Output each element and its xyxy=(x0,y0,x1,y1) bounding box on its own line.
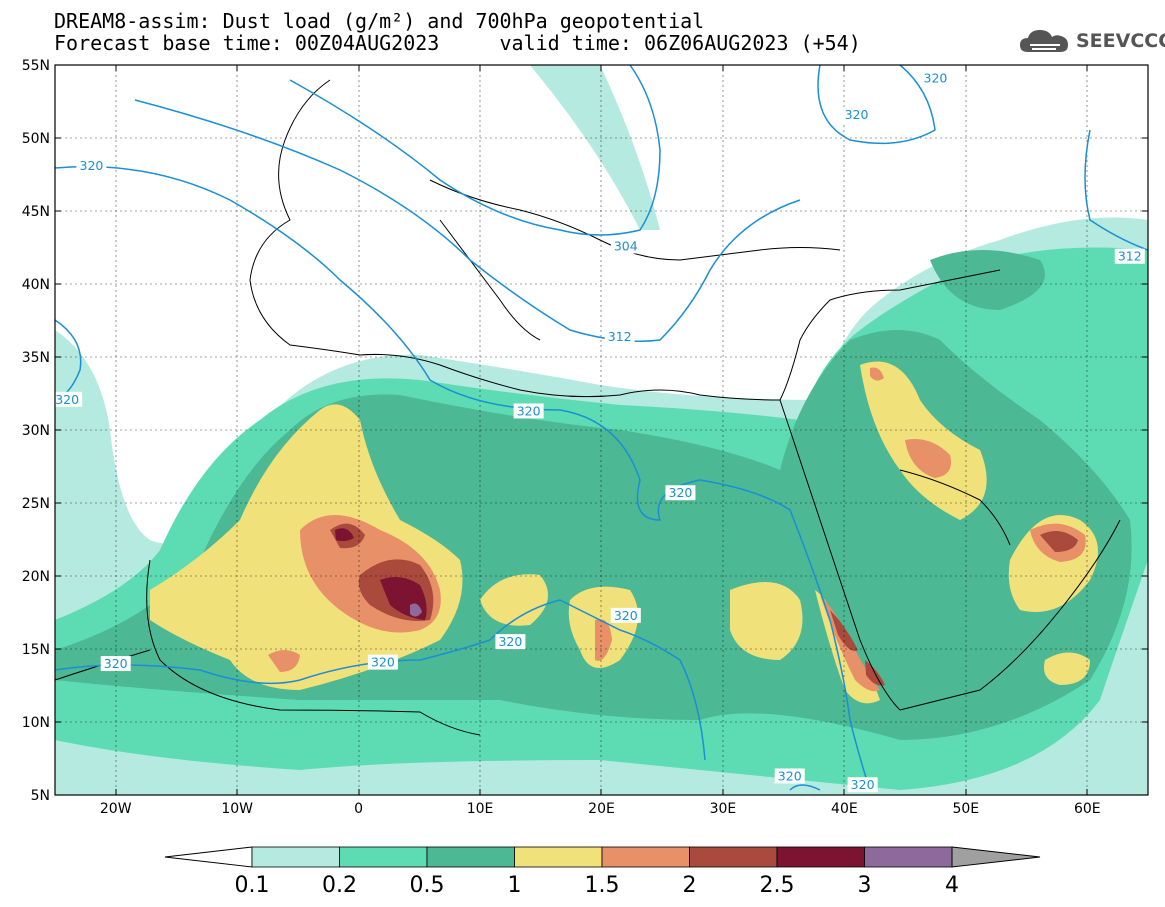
lat-label: 30N xyxy=(22,423,50,439)
svg-text:320: 320 xyxy=(845,107,869,122)
lat-label: 40N xyxy=(22,277,50,293)
svg-text:320: 320 xyxy=(517,403,541,418)
lon-label: 20E xyxy=(588,801,615,817)
contour-label: 320 xyxy=(841,107,872,123)
contour-label-group: 320 320 320 304 312 312 320 320 320 320 320 320 320 3… xyxy=(55,70,1145,793)
svg-text:320: 320 xyxy=(851,777,875,792)
colorbar-segment xyxy=(426,846,515,868)
colorbar-label: 4 xyxy=(945,873,959,898)
lon-label: 20W xyxy=(100,801,132,817)
svg-text:304: 304 xyxy=(614,239,638,254)
colorbar-label: 2 xyxy=(683,873,697,898)
colorbar-label: 0.2 xyxy=(322,873,357,898)
lat-label: 45N xyxy=(22,204,50,220)
colorbar-label: 0.1 xyxy=(235,873,270,898)
colorbar-label: 2.5 xyxy=(760,873,795,898)
lon-axis-labels: 20W 10W 0 10E 20E 30E 40E 50E 60E xyxy=(100,801,1101,817)
lat-label: 55N xyxy=(22,58,50,74)
contour-label: 320 xyxy=(610,607,641,623)
dust-load-fields: 320 320 320 304 312 312 320 320 320 320 320 320 320 3… xyxy=(55,65,1148,795)
dust-level-3 xyxy=(410,603,422,617)
colorbar-label: 3 xyxy=(858,873,872,898)
svg-text:312: 312 xyxy=(1118,249,1142,264)
svg-text:312: 312 xyxy=(608,329,632,344)
contour-label: 320 xyxy=(495,634,526,650)
contour-label: 320 xyxy=(847,777,878,793)
colorbar-segment xyxy=(689,846,778,868)
lat-axis-labels: 5N 10N 15N 20N 25N 30N 35N 40N 45N 50N 55N xyxy=(22,58,50,804)
axis-ticks xyxy=(55,65,1148,795)
colorbar: 0.1 0.2 0.5 1 1.5 2 2.5 3 4 xyxy=(164,846,1041,898)
contour-label: 320 xyxy=(513,403,544,419)
svg-text:320: 320 xyxy=(924,71,948,86)
lon-label: 30E xyxy=(710,801,737,817)
geopotential-contours xyxy=(55,65,1148,791)
lat-label: 35N xyxy=(22,350,50,366)
colorbar-segment xyxy=(339,846,428,868)
colorbar-label: 0.5 xyxy=(410,873,445,898)
contour-label: 304 xyxy=(610,238,641,254)
lon-label: 50E xyxy=(952,801,979,817)
contour-label: 320 xyxy=(774,768,805,784)
graticule xyxy=(55,65,1148,795)
colorbar-label: 1.5 xyxy=(585,873,620,898)
svg-text:320: 320 xyxy=(614,608,638,623)
lon-label: 60E xyxy=(1074,801,1101,817)
lat-label: 10N xyxy=(22,715,50,731)
contour-label: 320 xyxy=(100,656,131,672)
colorbar-min-triangle xyxy=(164,846,253,868)
colorbar-segment xyxy=(514,846,603,868)
svg-text:320: 320 xyxy=(669,485,693,500)
lon-label: 40E xyxy=(831,801,858,817)
svg-text:320: 320 xyxy=(104,656,128,671)
svg-text:320: 320 xyxy=(55,392,79,407)
title-block: DREAM8-assim: Dust load (g/m²) and 700hP… xyxy=(54,10,861,54)
contour-label: 320 xyxy=(367,654,398,670)
lon-label: 0 xyxy=(354,801,363,817)
lon-label: 10E xyxy=(467,801,494,817)
contour-label: 320 xyxy=(76,158,107,174)
lat-label: 25N xyxy=(22,496,50,512)
svg-text:320: 320 xyxy=(80,158,104,173)
lat-label: 50N xyxy=(22,131,50,147)
colorbar-segment xyxy=(864,846,953,868)
svg-text:320: 320 xyxy=(498,634,522,649)
colorbar-segment xyxy=(776,846,865,868)
title-line-2: Forecast base time: 00Z04AUG2023 valid t… xyxy=(54,31,861,55)
contour-label: 312 xyxy=(604,329,635,345)
lat-label: 5N xyxy=(31,788,50,804)
contour-label: 320 xyxy=(920,70,951,86)
logo-text: SEEVCCC xyxy=(1076,30,1165,52)
contour-label: 320 xyxy=(55,391,83,407)
coastlines xyxy=(55,79,1121,736)
logo: SEEVCCC xyxy=(1018,24,1165,58)
colorbar-segment xyxy=(601,846,690,868)
title-line-1: DREAM8-assim: Dust load (g/m²) and 700hP… xyxy=(54,9,705,33)
svg-text:320: 320 xyxy=(371,655,395,670)
colorbar-max-triangle xyxy=(951,846,1041,868)
cloud-logo-icon xyxy=(1020,30,1068,52)
lat-label: 15N xyxy=(22,642,50,658)
contour-label: 312 xyxy=(1114,248,1145,264)
lon-label: 10W xyxy=(221,801,253,817)
svg-text:320: 320 xyxy=(778,768,802,783)
lat-label: 20N xyxy=(22,569,50,585)
colorbar-segment xyxy=(251,846,340,868)
colorbar-label: 1 xyxy=(508,873,522,898)
contour-label: 320 xyxy=(665,485,696,501)
